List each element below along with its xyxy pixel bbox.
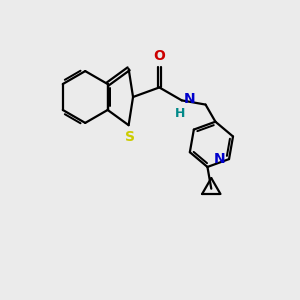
Text: N: N — [214, 152, 226, 166]
Text: H: H — [175, 107, 185, 120]
Text: N: N — [184, 92, 196, 106]
Text: O: O — [153, 49, 165, 63]
Text: S: S — [125, 130, 135, 144]
